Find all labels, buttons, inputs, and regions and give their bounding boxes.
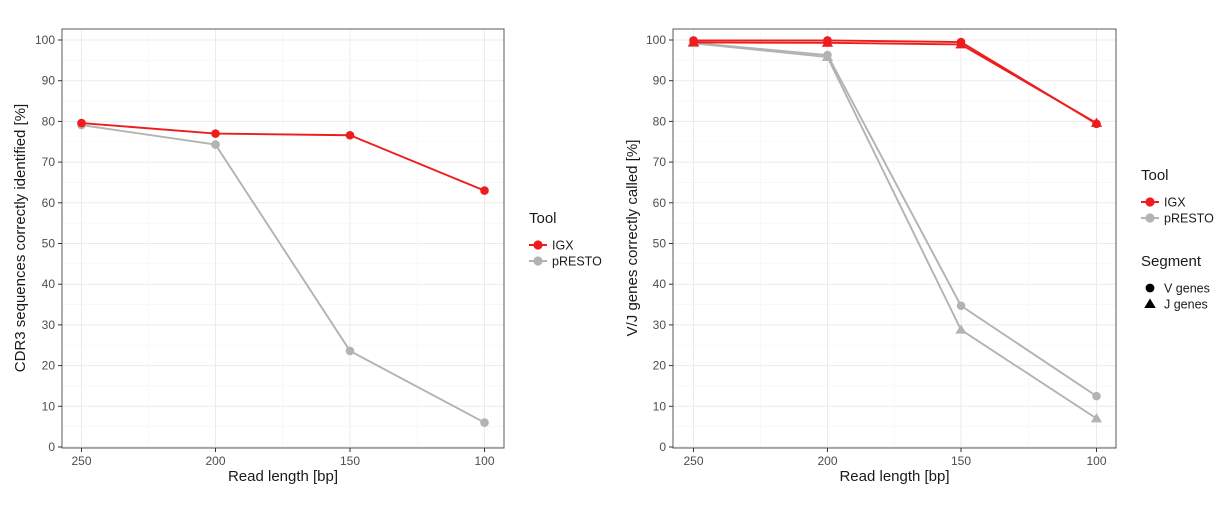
y-tick-label: 40 (42, 277, 56, 291)
legend-title: Tool (1141, 167, 1169, 184)
data-point (955, 324, 967, 334)
legend-marker (533, 240, 543, 250)
data-point (345, 130, 355, 140)
data-point (956, 301, 966, 311)
y-tick-label: 50 (653, 237, 667, 251)
y-tick-label: 40 (653, 277, 667, 291)
data-point (480, 186, 489, 195)
data-point (687, 37, 700, 47)
legend-key-j-genes (1144, 298, 1156, 308)
data-point (480, 418, 489, 427)
x-tick-label: 200 (817, 454, 837, 468)
chart-cdr3: 0 10 20 30 40 50 60 70 80 90 100 250 200 150 100 Read l… (12, 28, 602, 485)
legend-marker (1145, 283, 1155, 293)
series-line (81, 122, 485, 192)
legend-label: pRESTO (1164, 212, 1214, 226)
y-tick-label: 30 (653, 318, 667, 332)
legend-marker (1144, 298, 1156, 308)
data-point (1092, 391, 1101, 401)
x-tick-label: 100 (474, 454, 494, 468)
series-line (693, 41, 1098, 397)
data-point (211, 140, 220, 149)
gridlines (62, 29, 504, 448)
data-point (1090, 413, 1103, 423)
legend-marker (1145, 213, 1155, 223)
data-point (821, 51, 834, 61)
gridlines (673, 29, 1116, 448)
data-point (345, 346, 355, 356)
panel-frame (672, 28, 1117, 449)
x-tick-label: 200 (205, 454, 225, 468)
y-tick-label: 90 (653, 74, 667, 88)
y-tick-label: 90 (42, 74, 56, 88)
legend-label: J genes (1164, 298, 1208, 312)
series-line (693, 41, 1097, 124)
y-tick-label: 100 (646, 33, 666, 47)
legend-segment-title: Segment (1141, 253, 1202, 270)
legend-label: IGX (1164, 196, 1186, 210)
legend-key-presto (529, 256, 547, 266)
data-point (1090, 117, 1103, 127)
y-tick-label: 50 (42, 237, 56, 251)
data-point (77, 118, 86, 128)
y-tick-label: 30 (42, 318, 56, 332)
x-tick-label: 100 (1086, 454, 1106, 468)
series-line (693, 42, 1098, 420)
legend-key-igx (529, 240, 547, 250)
legend-title: Tool (529, 210, 557, 227)
y-tick-label: 0 (48, 440, 55, 454)
legend-key-presto (1141, 213, 1159, 223)
y-tick-label: 70 (653, 155, 667, 169)
series-igx-v-genes (77, 118, 489, 195)
y-tick-label: 0 (659, 440, 666, 454)
x-tick-label: 150 (340, 454, 360, 468)
legend-key-v-genes (1145, 283, 1155, 293)
y-tick-label: 20 (42, 359, 56, 373)
series-line (81, 124, 485, 424)
x-tick-label: 250 (71, 454, 91, 468)
legend-key-igx (1141, 197, 1159, 207)
y-tick-label: 10 (42, 399, 56, 413)
legend-label: IGX (552, 239, 574, 253)
legend: Tool IGX pRESTO Segment V genes J genes (1141, 167, 1214, 312)
y-axis-title: CDR3 sequences correctly identified [%] (12, 104, 29, 372)
y-axis-title: V/J genes correctly called [%] (624, 140, 641, 337)
data-point (821, 37, 834, 47)
y-tick-label: 60 (653, 196, 667, 210)
data-point (211, 129, 220, 138)
legend-marker (1145, 197, 1155, 207)
y-tick-label: 60 (42, 196, 56, 210)
x-tick-label: 150 (951, 454, 971, 468)
legend: Tool IGX pRESTO (529, 210, 602, 269)
legend-label: pRESTO (552, 255, 602, 269)
y-tick-label: 100 (35, 33, 55, 47)
y-tick-label: 10 (653, 399, 667, 413)
data-point (955, 39, 967, 49)
y-tick-label: 80 (42, 114, 56, 128)
legend-marker (533, 256, 543, 266)
chart-vj-genes: 0 10 20 30 40 50 60 70 80 90 100 250 200 150 100 Read l… (624, 28, 1214, 485)
panel-frame (61, 28, 505, 449)
x-axis-title: Read length [bp] (839, 468, 949, 485)
y-tick-label: 80 (653, 114, 667, 128)
x-tick-label: 250 (683, 454, 703, 468)
y-tick-label: 70 (42, 155, 56, 169)
legend-label: V genes (1164, 282, 1210, 296)
y-tick-label: 20 (653, 359, 667, 373)
x-axis-title: Read length [bp] (228, 468, 338, 485)
series-igx-j-genes (687, 37, 1103, 127)
